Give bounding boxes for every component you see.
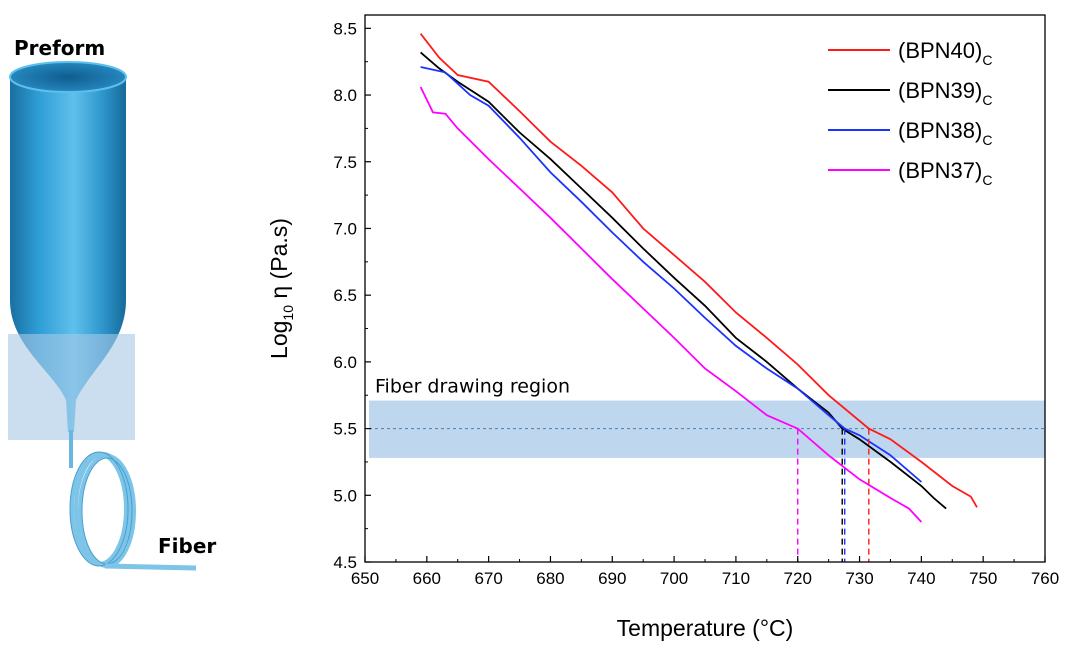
- x-tick-label-3: 680: [536, 569, 564, 588]
- y-tick-label-3: 6.0: [333, 353, 357, 372]
- y-tick-label-2: 5.5: [333, 420, 357, 439]
- legend-label-0: (BPN40)C: [898, 38, 992, 68]
- y-tick-label-4: 6.5: [333, 286, 357, 305]
- y-tick-label-0: 4.5: [333, 553, 357, 572]
- y-tick-label-5: 7.0: [333, 219, 357, 238]
- legend-label-1: (BPN39)C: [898, 78, 992, 108]
- drawing-region-band: [369, 400, 1045, 458]
- y-axis-label: Log10 η (Pa.s): [266, 218, 296, 359]
- x-tick-label-6: 710: [722, 569, 750, 588]
- series-line-0: [419, 33, 978, 508]
- x-tick-label-1: 660: [413, 569, 441, 588]
- preform-label: Preform: [14, 36, 105, 60]
- y-tick-label-1: 5.0: [333, 486, 357, 505]
- fiber-tail: [104, 563, 197, 571]
- x-tick-label-0: 650: [351, 569, 379, 588]
- fiber-label: Fiber: [158, 534, 216, 558]
- x-tick-label-7: 720: [784, 569, 812, 588]
- y-tick-label-8: 8.5: [333, 19, 357, 38]
- x-tick-label-5: 700: [660, 569, 688, 588]
- x-axis-label: Temperature (°C): [617, 615, 794, 641]
- x-tick-label-8: 730: [845, 569, 873, 588]
- y-tick-label-7: 8.0: [333, 86, 357, 105]
- y-tick-label-6: 7.5: [333, 153, 357, 172]
- viscosity-chart: 650 660 670 680 690 700 710 720 730 740 750 760 4.5 5…: [266, 14, 1059, 641]
- x-tick-label-11: 760: [1031, 569, 1059, 588]
- preform-schematic: Preform Fiber: [8, 36, 216, 571]
- series-line-3: [419, 86, 923, 523]
- series-line-1: [420, 51, 947, 510]
- legend-label-2: (BPN38)C: [898, 118, 992, 148]
- preform-top: [9, 61, 127, 93]
- region-label: Fiber drawing region: [375, 376, 570, 398]
- x-tick-label-4: 690: [598, 569, 626, 588]
- legend-label-3: (BPN37)C: [898, 158, 992, 188]
- x-tick-label-10: 750: [969, 569, 997, 588]
- schematic-drawing-region: [8, 334, 135, 440]
- x-tick-label-9: 740: [907, 569, 935, 588]
- x-tick-label-2: 670: [474, 569, 502, 588]
